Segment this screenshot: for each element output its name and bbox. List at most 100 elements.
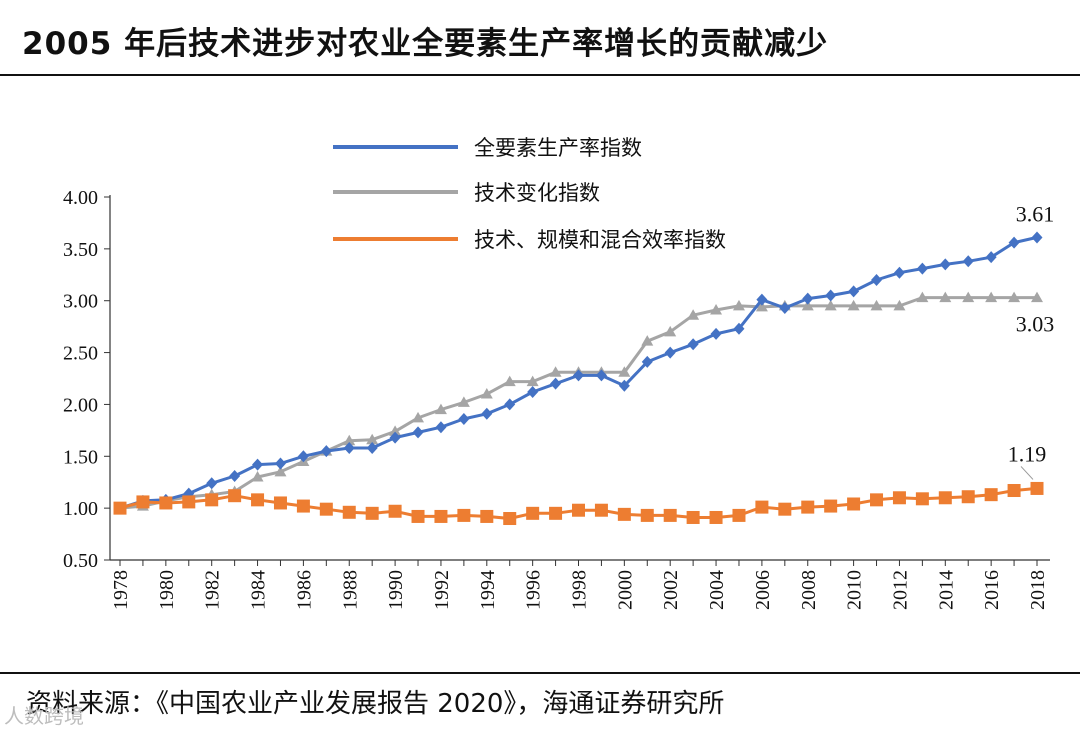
efficiency-end-label: 1.19: [1008, 441, 1047, 466]
efficiency-point: [663, 508, 677, 522]
tech-change-point: [664, 325, 677, 337]
tfp-point: [206, 477, 218, 490]
tech-change-point: [480, 388, 493, 399]
tfp-end-label: 3.61: [1016, 201, 1055, 226]
efficiency-point: [640, 508, 654, 522]
tfp-point: [641, 355, 653, 368]
tech-change-point: [549, 366, 562, 377]
tfp-point: [779, 301, 791, 314]
tfp-point: [412, 426, 424, 439]
tfp-point: [710, 327, 722, 340]
tech-change-point: [434, 403, 447, 415]
tfp-point: [871, 273, 883, 286]
tfp-point: [916, 262, 928, 275]
source-divider: [0, 672, 1080, 674]
watermark: 人数跨境: [4, 704, 84, 728]
efficiency-point: [434, 509, 448, 523]
x-tick-label: 2004: [706, 570, 728, 610]
efficiency-point: [526, 506, 540, 520]
efficiency-point: [870, 493, 884, 507]
x-tick-label: 1996: [523, 570, 545, 610]
tfp-point: [481, 407, 493, 420]
tfp-point: [802, 292, 814, 305]
tfp-point: [297, 450, 309, 463]
efficiency-point: [938, 491, 952, 505]
efficiency-leader-line: [1020, 466, 1034, 480]
tech-change-point: [641, 335, 654, 346]
efficiency-point: [847, 497, 861, 511]
x-tick-label: 2012: [889, 570, 911, 610]
tfp-point: [343, 441, 355, 454]
tfp-point: [664, 346, 676, 359]
tfp-point: [1031, 231, 1043, 244]
tech-change-point: [893, 299, 906, 311]
x-tick-label: 1986: [293, 570, 315, 610]
efficiency-point: [572, 503, 585, 517]
tech-change-point: [366, 433, 379, 445]
efficiency-point: [1030, 481, 1044, 495]
tfp-point: [320, 445, 332, 458]
tech-change-point: [618, 366, 631, 377]
line-chart: 0.50 1.00 1.50 2.00 2.50 3.00 3.50 4.00 1978 1980…: [63, 136, 1055, 610]
tfp-point: [985, 251, 997, 264]
tfp-point: [939, 258, 951, 271]
x-tick-label: 2016: [981, 570, 1003, 610]
efficiency-point: [732, 508, 746, 522]
tech-change-point: [870, 299, 883, 311]
efficiency-point: [159, 496, 173, 510]
tfp-point: [550, 377, 562, 390]
tech-change-point: [985, 291, 998, 303]
efficiency-point: [342, 505, 356, 519]
tfp-point: [595, 369, 607, 382]
tech-change-point: [755, 300, 768, 312]
efficiency-point: [915, 492, 929, 506]
title-divider: [0, 74, 1080, 76]
y-tick-label: 2.50: [63, 343, 98, 365]
tfp-point: [687, 338, 699, 351]
legend-label: 技术变化指数: [474, 181, 600, 205]
efficiency-point: [709, 510, 723, 524]
tech-change-point: [1008, 291, 1021, 303]
x-tick-label: 1978: [110, 570, 132, 610]
tech-change-point: [962, 291, 975, 303]
page-title: 2005 年后技术进步对农业全要素生产率增长的贡献减少: [22, 26, 829, 62]
efficiency-point: [984, 488, 998, 502]
efficiency-point: [961, 490, 975, 504]
x-tick-label: 2010: [844, 570, 866, 610]
efficiency-point: [205, 493, 219, 507]
efficiency-point: [503, 512, 517, 526]
efficiency-point: [388, 504, 402, 518]
tfp-point: [435, 421, 447, 434]
x-tick-label: 1992: [431, 570, 453, 610]
tfp-point: [962, 255, 974, 268]
tfp-point: [229, 469, 241, 482]
x-tick-label: 2002: [660, 570, 682, 610]
y-tick-label: 1.50: [63, 446, 98, 468]
tfp-point: [893, 266, 905, 279]
efficiency-point: [296, 499, 310, 513]
y-tick-label: 1.00: [63, 498, 98, 520]
tech-change-point: [274, 465, 287, 477]
efficiency-point: [411, 509, 425, 523]
efficiency-point: [824, 499, 838, 513]
x-tick-label: 1982: [202, 570, 224, 610]
y-tick-label: 0.50: [63, 550, 98, 572]
efficiency-point: [251, 493, 265, 507]
efficiency-point: [365, 506, 379, 520]
source-note: 资料来源：《中国农业产业发展报告 2020》，海通证券研究所: [26, 689, 725, 719]
efficiency-point: [319, 502, 333, 516]
tech-change-end-label: 3.03: [1016, 312, 1055, 337]
efficiency-point: [136, 495, 150, 509]
tfp-point: [527, 385, 539, 398]
efficiency-point: [594, 503, 608, 517]
chart-axes: 0.50 1.00 1.50 2.00 2.50 3.00 3.50 4.00 1978 1980…: [63, 187, 1050, 610]
x-tick-label: 1994: [477, 570, 499, 610]
x-tick-label: 1988: [339, 570, 361, 610]
tech-change-point: [412, 411, 425, 423]
tech-change-point: [1031, 291, 1043, 303]
tfp-point: [389, 431, 401, 444]
legend-label: 技术、规模和混合效率指数: [474, 228, 726, 252]
tfp-point: [618, 379, 630, 392]
tech-change-point: [824, 299, 837, 311]
